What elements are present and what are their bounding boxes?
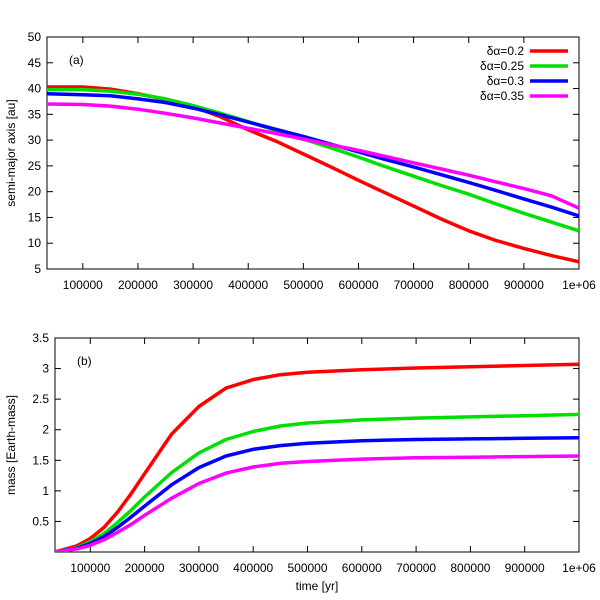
series-line-0-3 <box>55 435 579 552</box>
y-tick-label: 35 <box>28 107 42 121</box>
y-tick-label: 30 <box>28 133 42 147</box>
y-axis-label: mass [Earth-mass] <box>4 395 18 495</box>
y-tick-label: 3 <box>42 362 49 376</box>
x-tick-label: 900000 <box>505 561 545 575</box>
y-tick-label: 2.5 <box>32 392 49 406</box>
y-tick-label: 50 <box>28 30 42 44</box>
x-tick-label: 800000 <box>450 561 490 575</box>
legend-label: δα=0.3 <box>487 74 525 88</box>
panel-label: (b) <box>77 354 92 368</box>
series-line-0-3 <box>47 91 579 218</box>
x-tick-label: 300000 <box>179 561 219 575</box>
x-tick-label: 500000 <box>287 561 327 575</box>
x-tick-label: 300000 <box>173 278 213 292</box>
plot-frame <box>46 36 580 270</box>
x-tick-label: 1e+06 <box>562 278 596 292</box>
x-tick-label: 900000 <box>504 278 544 292</box>
series-line-0-25 <box>55 412 579 552</box>
series-line-0-35 <box>55 454 579 552</box>
x-tick-label: 700000 <box>394 278 434 292</box>
x-tick-label: 100000 <box>63 278 103 292</box>
legend-label: δα=0.35 <box>480 89 524 103</box>
legend-label: δα=0.2 <box>487 44 525 58</box>
panel-b: 100000 200000 300000 400000 500000 600000 7000… <box>4 331 596 593</box>
series-line-0-35 <box>47 102 579 210</box>
y-tick-label: 3.5 <box>32 331 49 345</box>
y-tick-label: 20 <box>28 185 42 199</box>
x-tick-label: 200000 <box>125 561 165 575</box>
x-tick-label: 100000 <box>70 561 110 575</box>
y-tick-label: 40 <box>28 82 42 96</box>
y-axis-label: semi-major axis [au] <box>4 99 18 206</box>
panel-a: 100000 200000 300000 400000 500000 600000 7000… <box>4 30 596 292</box>
y-tick-label: 45 <box>28 56 42 70</box>
x-tick-label: 600000 <box>342 561 382 575</box>
y-tick-label: 15 <box>28 210 42 224</box>
panel-label: (a) <box>69 53 84 67</box>
plot-frame <box>54 337 580 553</box>
y-tick-label: 10 <box>28 236 42 250</box>
x-tick-label: 600000 <box>338 278 378 292</box>
y-tick-label: 1.5 <box>32 453 49 467</box>
y-tick-label: 2 <box>42 423 49 437</box>
series-line-0-2 <box>55 362 579 552</box>
x-tick-label: 500000 <box>283 278 323 292</box>
x-tick-label: 1e+06 <box>562 561 596 575</box>
x-tick-label: 700000 <box>396 561 436 575</box>
y-tick-label: 25 <box>28 159 42 173</box>
y-tick-label: 1 <box>42 484 49 498</box>
y-tick-label: 5 <box>34 262 41 276</box>
x-axis-label: time [yr] <box>296 579 339 593</box>
legend-label: δα=0.25 <box>480 59 524 73</box>
x-tick-label: 400000 <box>233 561 273 575</box>
y-tick-label: 0.5 <box>32 514 49 528</box>
series-line-0-2 <box>47 85 579 264</box>
x-tick-label: 200000 <box>118 278 158 292</box>
x-tick-label: 400000 <box>228 278 268 292</box>
x-tick-label: 800000 <box>449 278 489 292</box>
